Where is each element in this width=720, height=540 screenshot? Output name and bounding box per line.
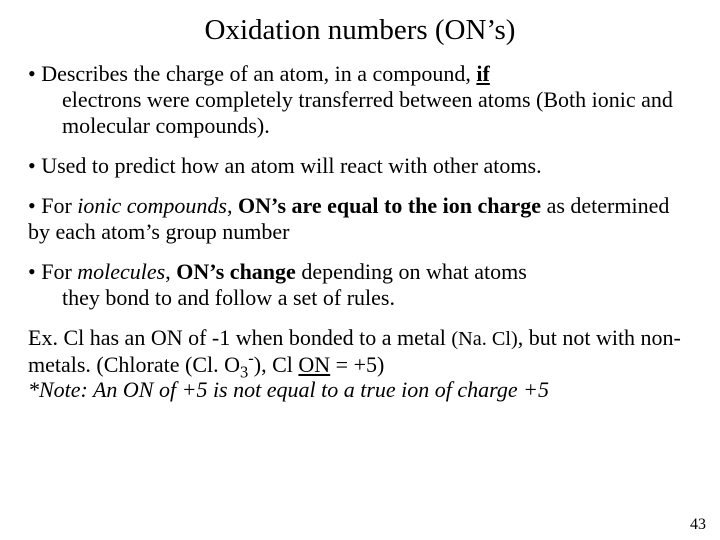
bullet-4-lead: • For [28, 259, 77, 284]
bullet-4-continuation: they bond to and follow a set of rules. [28, 285, 692, 311]
slide-title: Oxidation numbers (ON’s) [28, 14, 692, 47]
example-close: ), Cl [254, 352, 299, 377]
bullet-2: • Used to predict how an atom will react… [28, 153, 692, 179]
example-nacl: (Na. Cl) [451, 328, 517, 350]
bullet-3-lead: • For [28, 193, 77, 218]
example-on-underline: ON [298, 352, 330, 377]
bullet-1-if: if [476, 61, 489, 86]
bullet-4: • For molecules, ON’s change depending o… [28, 259, 692, 311]
bullet-4-tail1: depending on what atoms [296, 259, 527, 284]
bullet-3: • For ionic compounds, ON’s are equal to… [28, 193, 692, 245]
bullet-4-bold: ON’s change [176, 259, 296, 284]
bullet-4-mid: , [165, 259, 176, 284]
example-note: *Note: An ON of +5 is not equal to a tru… [28, 377, 549, 402]
example-lead: Ex. Cl has an ON of -1 when bonded to a … [28, 325, 451, 350]
bullet-1-line1: • Describes the charge of an atom, in a … [28, 61, 476, 86]
example-block: Ex. Cl has an ON of -1 when bonded to a … [28, 325, 692, 404]
page-number: 43 [690, 516, 706, 534]
bullet-1: • Describes the charge of an atom, in a … [28, 61, 692, 139]
example-eq: = +5) [330, 352, 384, 377]
bullet-4-molecules: molecules [77, 259, 165, 284]
bullet-3-bold: ON’s are equal to the ion charge [238, 193, 541, 218]
bullet-3-ionic: ionic compounds [77, 193, 227, 218]
bullet-3-mid: , [227, 193, 238, 218]
bullet-1-continuation: electrons were completely transferred be… [28, 87, 692, 139]
slide-content: Oxidation numbers (ON’s) • Describes the… [0, 0, 720, 403]
